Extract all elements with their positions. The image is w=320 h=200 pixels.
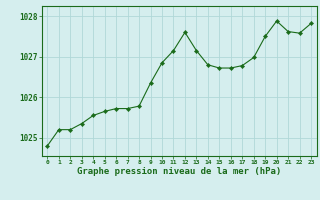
X-axis label: Graphe pression niveau de la mer (hPa): Graphe pression niveau de la mer (hPa)	[77, 167, 281, 176]
